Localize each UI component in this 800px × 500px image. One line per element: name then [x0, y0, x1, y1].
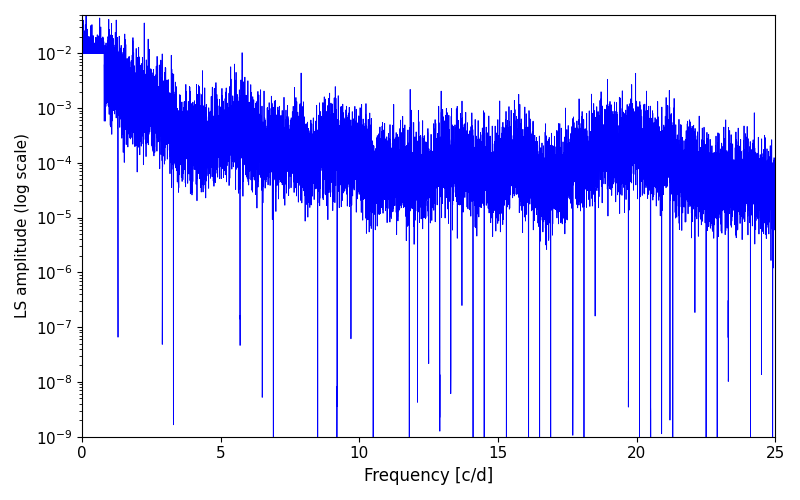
X-axis label: Frequency [c/d]: Frequency [c/d] [364, 467, 494, 485]
Y-axis label: LS amplitude (log scale): LS amplitude (log scale) [15, 134, 30, 318]
